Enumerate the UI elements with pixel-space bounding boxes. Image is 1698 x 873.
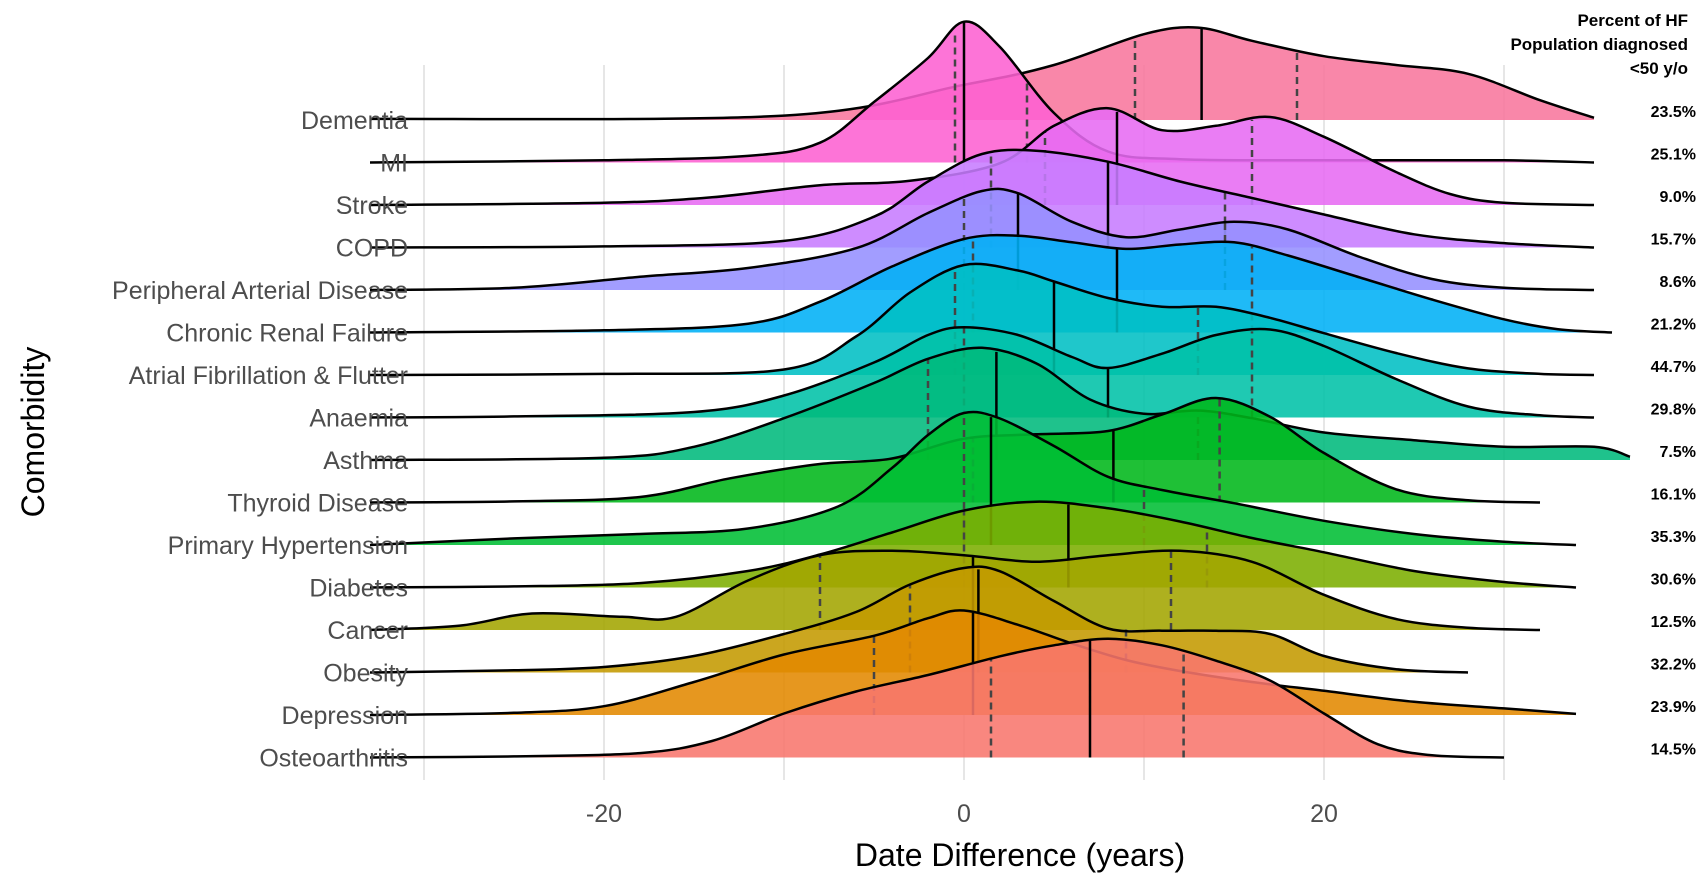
ridge-outline [369, 233, 1613, 334]
percent-depression: 23.9% [1651, 699, 1696, 716]
ridge-outline [369, 500, 1577, 589]
x-tick-label: -20 [586, 800, 622, 828]
x-tick-label: 0 [957, 800, 971, 828]
percent-osteoarthritis: 14.5% [1651, 742, 1696, 759]
ridge-outline [369, 410, 1577, 547]
percent-cancer: 12.5% [1651, 614, 1696, 631]
percent-copd: 15.7% [1651, 232, 1696, 249]
percent-primary-hypertension: 35.3% [1651, 529, 1696, 546]
ridge-area [370, 501, 1576, 588]
ridge-osteoarthritis [369, 637, 1505, 759]
ridge-outline [369, 609, 1577, 717]
y-label-diabetes: Diabetes [309, 575, 408, 603]
y-label-copd: COPD [336, 235, 408, 263]
ridge-outline [369, 637, 1505, 759]
percent-asthma: 7.5% [1660, 444, 1696, 461]
y-label-asthma: Asthma [323, 447, 408, 475]
ridge-outline [369, 262, 1595, 377]
ridge-outline [369, 565, 1469, 674]
ridge-dementia [369, 26, 1595, 121]
percent-labels: 23.5% 25.1% 9.0% 15.7% 8.6% 21.2% 44.7% 29.8% 7.… [1651, 104, 1696, 759]
side-column-header-line-2: Population diagnosed [1510, 35, 1688, 54]
y-label-peripheral-arterial-disease: Peripheral Arterial Disease [112, 277, 408, 305]
y-label-stroke: Stroke [336, 192, 408, 220]
ridge-area [370, 566, 1468, 673]
ridge-outline [369, 187, 1595, 292]
ridge-area [370, 638, 1504, 758]
y-label-primary-hypertension: Primary Hypertension [168, 532, 408, 560]
side-column-header-line-3: <50 y/o [1630, 59, 1688, 78]
ridge-area [370, 108, 1594, 205]
y-label-dementia: Dementia [301, 107, 408, 135]
y-label-mi: MI [380, 150, 408, 178]
ridge-outline [369, 148, 1595, 249]
y-label-anaemia: Anaemia [309, 405, 408, 433]
ridge-outline [369, 26, 1595, 121]
ridge-outline [369, 549, 1541, 632]
y-axis-title: Comorbidity [15, 347, 51, 518]
percent-stroke: 9.0% [1660, 189, 1696, 206]
percent-chronic-renal-failure: 21.2% [1651, 317, 1696, 334]
x-axis-ticks: -20 0 20 [586, 800, 1338, 828]
percent-obesity: 32.2% [1651, 657, 1696, 674]
ridge-outline [369, 326, 1595, 419]
x-tick-label: 20 [1310, 800, 1338, 828]
y-label-depression: Depression [282, 702, 408, 730]
y-label-thyroid-disease: Thyroid Disease [227, 490, 408, 518]
y-label-cancer: Cancer [327, 617, 408, 645]
percent-atrial-fibrillation-flutter: 44.7% [1651, 359, 1696, 376]
ridge-area [370, 27, 1594, 121]
y-label-obesity: Obesity [323, 660, 408, 688]
y-label-chronic-renal-failure: Chronic Renal Failure [166, 320, 408, 348]
percent-peripheral-arterial-disease: 8.6% [1660, 274, 1696, 291]
y-label-atrial-fibrillation-flutter: Atrial Fibrillation & Flutter [129, 362, 408, 390]
percent-mi: 25.1% [1651, 147, 1696, 164]
ridges [369, 20, 1631, 759]
ridge-outline [369, 106, 1595, 207]
ridge-outline [369, 396, 1541, 504]
x-axis-title: Date Difference (years) [855, 837, 1185, 873]
ridge-outline [369, 346, 1631, 462]
ridge-area [370, 21, 1594, 163]
y-axis-labels: Dementia MI Stroke COPD Peripheral Arterial … [112, 107, 408, 773]
percent-anaemia: 29.8% [1651, 402, 1696, 419]
percent-thyroid-disease: 16.1% [1651, 487, 1696, 504]
percent-dementia: 23.5% [1651, 104, 1696, 121]
y-label-osteoarthritis: Osteoarthritis [259, 745, 408, 773]
percent-diabetes: 30.6% [1651, 572, 1696, 589]
side-column-header-line-1: Percent of HF [1577, 11, 1688, 30]
